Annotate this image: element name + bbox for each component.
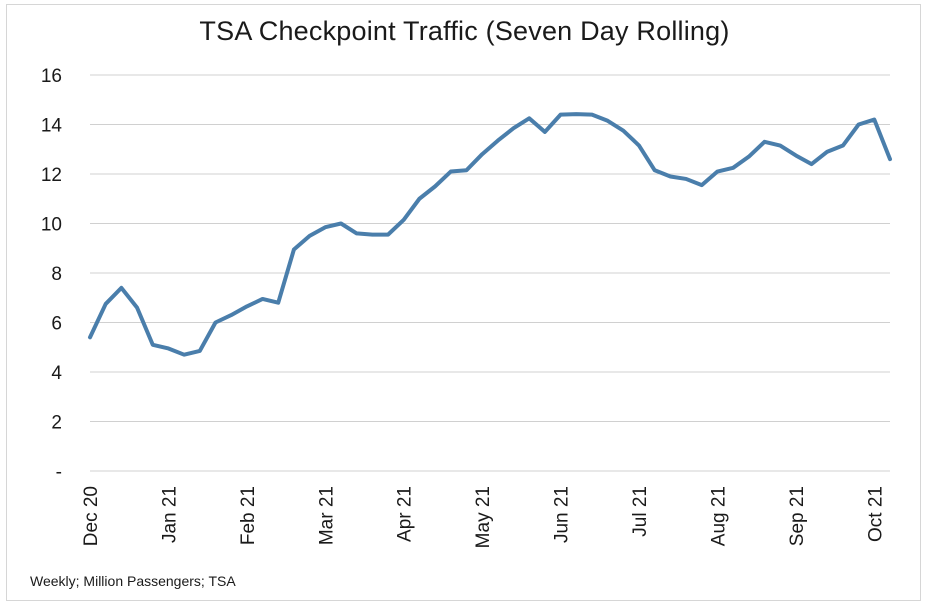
y-tick-label: - bbox=[56, 462, 62, 483]
y-axis-ticks: - 2 4 6 8 10 12 14 16 bbox=[41, 66, 63, 483]
x-tick-label: Mar 21 bbox=[316, 486, 337, 545]
x-tick-label: Aug 21 bbox=[708, 486, 729, 546]
x-tick-label: Feb 21 bbox=[238, 486, 259, 545]
chart-title: TSA Checkpoint Traffic (Seven Day Rollin… bbox=[199, 16, 730, 46]
x-tick-label: Apr 21 bbox=[395, 486, 416, 542]
y-tick-label: 8 bbox=[51, 264, 62, 285]
gridlines bbox=[90, 74, 890, 472]
y-tick-label: 12 bbox=[41, 165, 62, 186]
series-group bbox=[88, 112, 892, 357]
x-tick-label: Dec 20 bbox=[81, 486, 102, 546]
y-tick-label: 4 bbox=[51, 363, 62, 384]
y-tick-label: 2 bbox=[51, 413, 62, 434]
x-tick-label: Oct 21 bbox=[865, 486, 886, 542]
x-tick-label: Jun 21 bbox=[552, 486, 573, 543]
chart-footnote: Weekly; Million Passengers; TSA bbox=[30, 573, 236, 589]
x-tick-label: May 21 bbox=[473, 486, 494, 548]
chart-frame bbox=[6, 4, 921, 601]
series-line bbox=[88, 112, 892, 357]
y-tick-label: 16 bbox=[41, 66, 62, 87]
y-tick-label: 10 bbox=[41, 215, 62, 236]
y-tick-label: 14 bbox=[41, 116, 63, 137]
x-tick-label: Jan 21 bbox=[159, 486, 180, 543]
x-axis-ticks: Dec 20 Jan 21 Feb 21 Mar 21 Apr 21 May 21 Jun … bbox=[81, 486, 886, 548]
x-tick-label: Sep 21 bbox=[787, 486, 808, 546]
y-tick-label: 6 bbox=[51, 314, 62, 335]
x-tick-label: Jul 21 bbox=[630, 486, 651, 537]
